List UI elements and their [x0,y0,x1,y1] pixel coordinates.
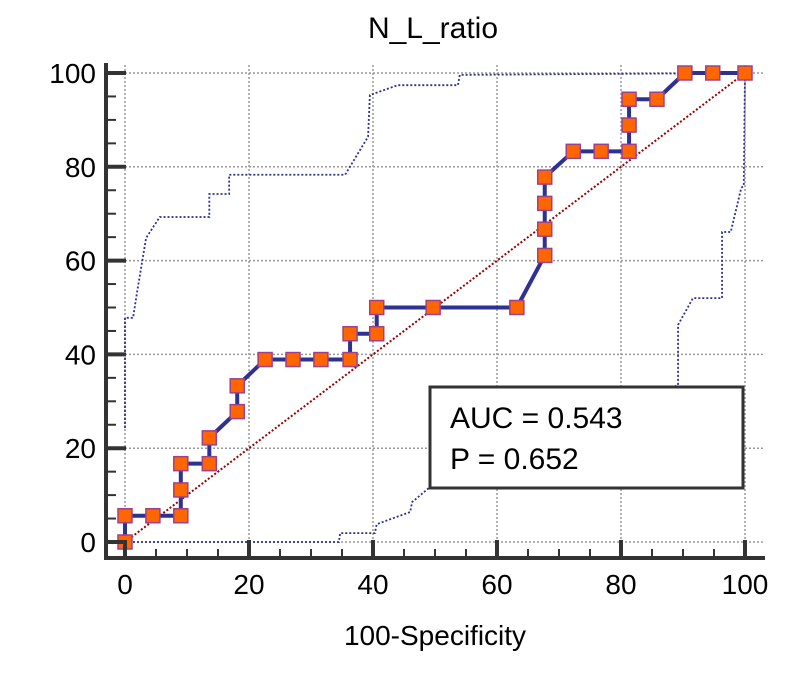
roc-point [368,326,385,342]
roc-point [677,65,693,81]
y-tick-label: 0 [80,527,96,558]
roc-point [173,482,189,498]
roc-point [705,65,721,81]
y-tick-label: 40 [65,339,96,370]
roc-point [621,143,637,160]
roc-point [536,247,553,264]
roc-point [201,455,218,472]
annotation-box: AUC = 0.543 P = 0.652 [428,385,745,490]
y-tick-label: 80 [65,152,96,183]
roc-point [536,169,553,185]
roc-point [509,299,525,316]
lower-confidence-bound [125,72,746,543]
roc-point [536,221,553,237]
roc-point [737,65,753,81]
x-tick-label: 20 [233,569,264,600]
roc-point [313,351,329,368]
roc-point [173,507,189,524]
x-tick-label: 60 [481,569,512,600]
roc-point [257,351,273,368]
roc-point [649,91,665,108]
roc-point [229,403,245,420]
y-tick-label: 60 [65,246,96,277]
x-tick-label: 0 [117,569,133,600]
roc-point [621,91,637,108]
roc-point [285,351,301,368]
roc-point [342,326,358,342]
roc-curve [117,65,753,550]
y-tick-label: 20 [65,433,96,464]
roc-point [621,117,637,133]
roc-point [593,143,609,160]
roc-point [425,299,441,316]
confidence-bands [124,72,746,543]
roc-point [368,299,385,316]
roc-point [229,378,245,394]
x-tick-label: 100 [722,569,769,600]
x-tick-label: 40 [357,569,388,600]
roc-point [117,507,133,524]
roc-point [201,430,218,446]
x-axis-label: 100-Specificity [344,620,526,651]
roc-point [536,195,553,212]
p-value-label: P = 0.652 [450,443,579,476]
roc-point [342,351,358,368]
x-tick-label: 80 [605,569,636,600]
axes: 0 20 40 60 80 100 0 20 40 60 80 100 [49,58,768,600]
auc-label: AUC = 0.543 [450,402,623,435]
chart-title: N_L_ratio [368,12,498,45]
roc-point [173,455,189,472]
roc-point [145,507,161,524]
upper-confidence-bound [124,72,746,429]
roc-point [565,143,582,160]
y-tick-label: 100 [49,58,96,89]
